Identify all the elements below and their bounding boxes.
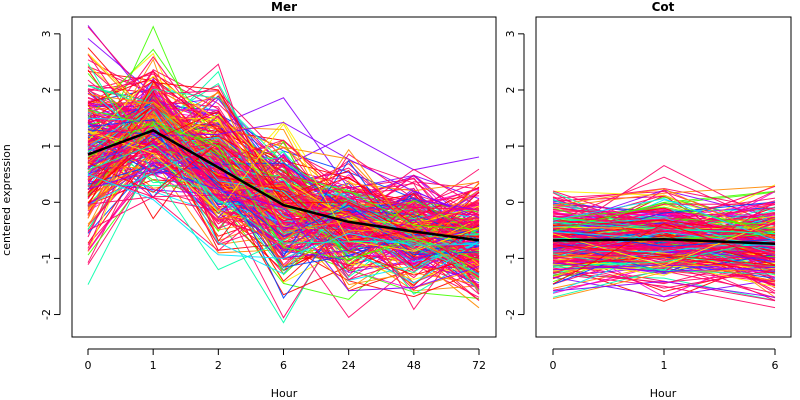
x-tick-label: 2 [215,359,222,372]
y-tick-label: 3 [40,30,53,37]
x-tick-label: 48 [407,359,421,372]
gene-profile-line [552,206,776,247]
y-tick-label: 2 [40,86,53,93]
gene-profile-line [552,214,776,234]
gene-profile-line [552,207,776,235]
gene-profile-line [87,143,480,229]
gene-profile-line [87,142,480,276]
gene-profile-line [87,123,480,252]
panel-cot-plot-frame [535,16,792,338]
x-tick-label: 1 [150,359,157,372]
gene-profile-line [552,244,776,266]
panel-mer-x-axis-label: Hour [271,387,298,400]
x-tick-label: 6 [772,359,779,372]
gene-profile-line [552,176,776,226]
y-tick-label: -2 [504,309,517,320]
gene-profile-line [87,105,480,247]
gene-profile-line [552,220,776,267]
gene-profile-line [552,255,776,282]
gene-profile-line [552,235,776,260]
gene-profile-line [552,280,776,298]
gene-profile-line [87,121,480,261]
gene-profile-line [87,110,480,238]
y-tick-label: -1 [504,253,517,264]
gene-profile-line [552,221,776,234]
panel-cot-x-axis-label: Hour [650,387,677,400]
gene-profile-line [87,119,480,256]
gene-profile-line [552,188,776,240]
panel-mer-profiles [87,25,480,324]
gene-profile-line [552,185,776,208]
panel-cot: Cot 0 1 6 -2 -1 0 1 2 3 Hour [504,0,792,400]
panel-mer-plot-frame [71,16,497,338]
x-tick-label: 0 [85,359,92,372]
y-tick-label: 2 [504,86,517,93]
gene-profile-line [552,198,776,242]
gene-profile-line [87,93,480,262]
gene-profile-line [87,89,480,263]
gene-profile-line [87,157,480,286]
gene-profile-line [87,54,480,291]
y-tick-label: 3 [504,30,517,37]
y-tick-label: 0 [40,199,53,206]
y-tick-label: -2 [40,309,53,320]
panel-cot-mean-line [552,238,776,246]
gene-profile-line [552,201,776,242]
gene-profile-line [552,185,776,226]
gene-profile-line [87,90,480,255]
gene-profile-line [87,103,480,262]
gene-profile-line [87,76,480,219]
gene-profile-line [87,70,480,319]
gene-profile-line [552,202,776,235]
panel-mer-mean-line [87,129,480,242]
x-tick-label: 24 [342,359,356,372]
gene-profile-line [87,142,480,211]
gene-profile-line [87,168,480,292]
gene-profile-line [87,121,480,218]
gene-profile-line [87,173,480,259]
panel-mer: Mer 0 1 2 6 24 48 72 -2 -1 0 1 2 3 Hour [40,0,497,400]
gene-profile-line [87,160,480,257]
gene-profile-line [552,259,776,289]
x-tick-label: 0 [550,359,557,372]
y-tick-label: 1 [504,143,517,150]
panel-cot-title: Cot [652,0,675,14]
gene-profile-line [87,180,480,281]
y-tick-label: -1 [40,253,53,264]
gene-profile-line [87,162,480,276]
gene-profile-line [552,264,776,272]
panel-cot-profiles [552,165,776,309]
gene-profile-line [87,115,480,270]
gene-profile-line [87,94,480,268]
gene-profile-line [87,129,480,268]
gene-profile-line [87,145,480,250]
panel-mer-title: Mer [271,0,297,14]
gene-profile-line [552,223,776,257]
gene-profile-line [87,144,480,276]
gene-profile-line [552,220,776,294]
gene-profile-line [552,223,776,285]
y-axis-label: centered expression [0,144,13,256]
y-tick-label: 1 [40,143,53,150]
x-tick-label: 1 [661,359,668,372]
y-tick-label: 0 [504,199,517,206]
gene-profile-line [552,255,776,274]
gene-profile-line [552,239,776,249]
gene-profile-line [87,87,480,279]
x-tick-label: 72 [472,359,486,372]
x-tick-label: 6 [280,359,287,372]
